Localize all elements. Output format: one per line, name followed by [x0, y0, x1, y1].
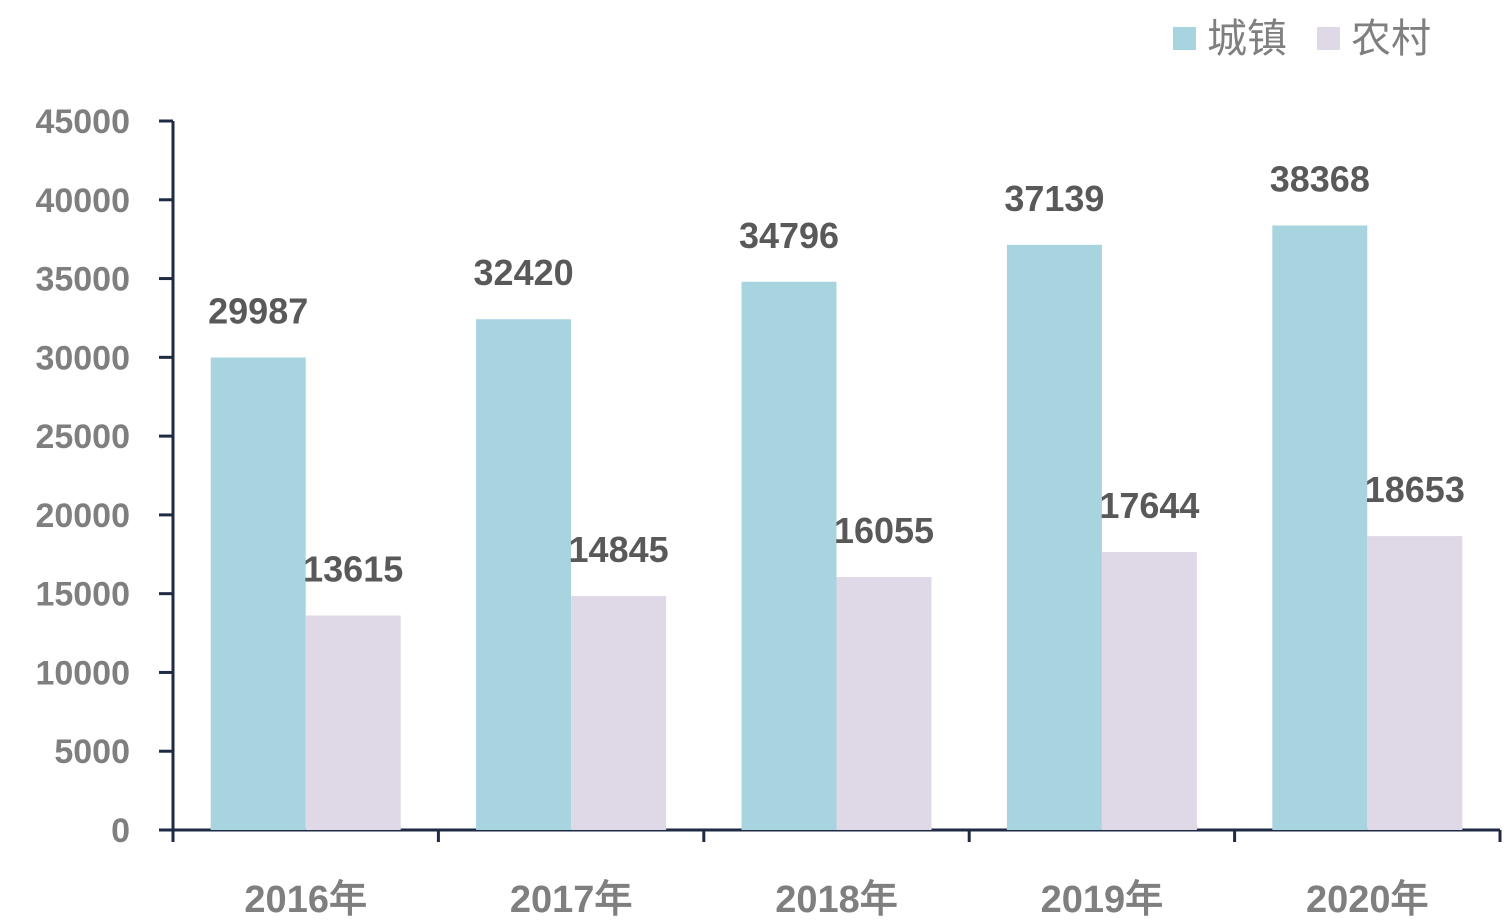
bar-rural-0 [305, 615, 401, 830]
bar-urban-4 [1272, 225, 1368, 830]
data-label-rural-3: 17644 [1099, 485, 1199, 526]
bar-urban-3 [1006, 244, 1102, 830]
x-tick-label: 2018年 [775, 879, 898, 921]
data-label-rural-2: 16055 [834, 510, 934, 551]
legend-label-rural: 农村 [1351, 17, 1431, 61]
data-label-urban-3: 37139 [1004, 178, 1104, 219]
bar-urban-1 [476, 319, 572, 830]
legend-swatch-urban [1173, 27, 1196, 50]
bars [210, 225, 1463, 831]
x-tick-label: 2016年 [244, 879, 367, 921]
y-tick-label: 5000 [54, 733, 130, 771]
y-tick-label: 35000 [35, 261, 130, 299]
legend-swatch-rural [1317, 27, 1340, 50]
bar-rural-2 [836, 577, 932, 830]
data-label-rural-0: 13615 [303, 548, 403, 589]
x-tick-label: 2017年 [510, 879, 633, 921]
y-tick-label: 10000 [35, 654, 130, 692]
bar-urban-0 [210, 357, 306, 830]
data-labels: 29987 32420 34796 37139 38368 13615 14845 16055… [208, 158, 1465, 589]
data-label-urban-4: 38368 [1270, 158, 1370, 199]
data-label-urban-1: 32420 [474, 252, 574, 293]
legend: 城镇 农村 [1173, 17, 1431, 61]
bar-urban-2 [741, 281, 837, 831]
bar-rural-4 [1367, 536, 1463, 830]
y-axis: 0 5000 10000 15000 20000 25000 30000 35000 40000… [35, 103, 175, 850]
y-tick-label: 0 [111, 812, 130, 850]
bar-rural-1 [571, 596, 667, 830]
x-axis: 2016年 2017年 2018年 2019年 2020年 [159, 828, 1502, 921]
y-tick-label: 25000 [35, 418, 130, 456]
y-tick-label: 40000 [35, 182, 130, 220]
data-label-rural-4: 18653 [1365, 469, 1465, 510]
y-tick-label: 45000 [35, 103, 130, 141]
data-label-urban-2: 34796 [739, 215, 839, 256]
x-tick-label: 2020年 [1306, 879, 1429, 921]
y-tick-label: 30000 [35, 339, 130, 377]
x-tick-label: 2019年 [1041, 879, 1164, 921]
y-tick-label: 15000 [35, 576, 130, 614]
data-label-rural-1: 14845 [569, 529, 669, 570]
y-tick-label: 20000 [35, 497, 130, 535]
legend-label-urban: 城镇 [1207, 17, 1287, 61]
bar-rural-3 [1101, 552, 1197, 830]
data-label-urban-0: 29987 [208, 291, 308, 332]
